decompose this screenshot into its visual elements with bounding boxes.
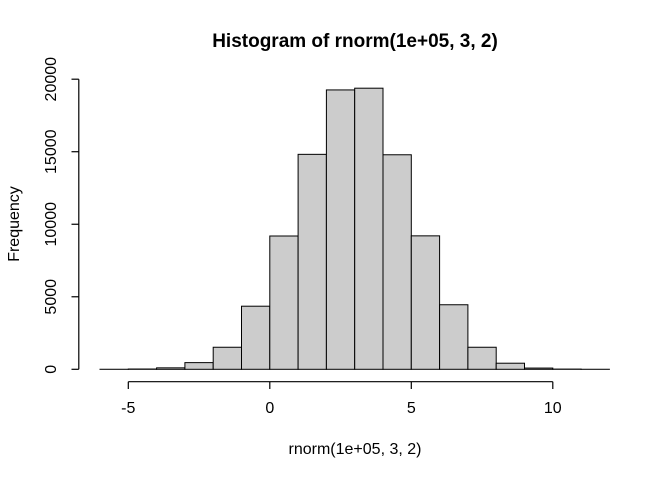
histogram-bar bbox=[325, 89, 356, 370]
histogram-bar bbox=[156, 367, 186, 370]
histogram-bar bbox=[439, 304, 469, 370]
histogram-bar bbox=[297, 153, 327, 370]
x-tick-label: 5 bbox=[407, 400, 416, 417]
histogram-bar bbox=[467, 346, 497, 370]
y-tick-label: 0 bbox=[43, 365, 60, 374]
histogram-bar bbox=[382, 154, 412, 370]
x-tick-label: 0 bbox=[265, 400, 274, 417]
histogram-bar bbox=[410, 235, 441, 370]
y-tick-label: 10000 bbox=[43, 202, 60, 247]
x-tick-label: -5 bbox=[121, 400, 135, 417]
histogram-bar bbox=[524, 367, 554, 370]
histogram-bar bbox=[212, 346, 242, 370]
chart-title: Histogram of rnorm(1e+05, 3, 2) bbox=[212, 31, 498, 52]
histogram-bar bbox=[495, 362, 526, 370]
x-axis-label: rnorm(1e+05, 3, 2) bbox=[288, 441, 422, 458]
histogram-bar bbox=[354, 87, 384, 370]
x-tick-label: 10 bbox=[544, 400, 562, 417]
histogram-bar bbox=[269, 235, 299, 370]
y-tick-label: 20000 bbox=[43, 57, 60, 102]
histogram-bar bbox=[184, 362, 214, 370]
y-tick-label: 5000 bbox=[43, 279, 60, 315]
y-axis-label: Frequency bbox=[6, 186, 23, 262]
histogram-bar bbox=[241, 305, 271, 370]
y-tick-label: 15000 bbox=[43, 129, 60, 174]
